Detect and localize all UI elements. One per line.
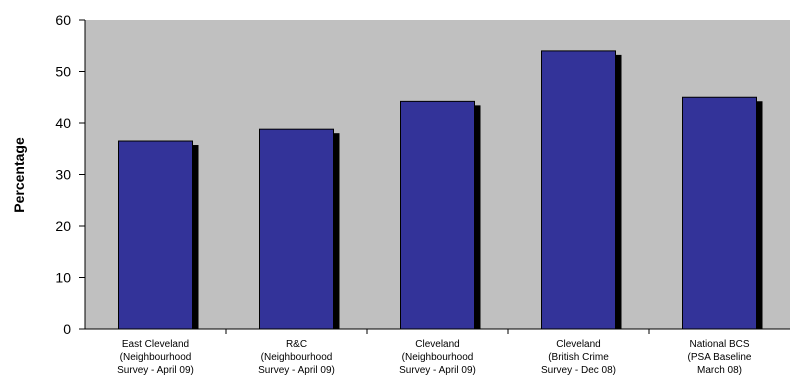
y-tick-label: 30 [55,167,71,183]
bar [682,96,757,330]
y-tick-label: 50 [55,64,71,80]
y-tick-label: 20 [55,218,71,234]
bar [118,140,193,330]
bar [541,50,616,330]
bars [118,50,757,330]
x-category-label: R&C (Neighbourhood Survey - April 09) [258,339,335,376]
y-tick-label: 40 [55,115,71,131]
bar [400,100,475,330]
x-category-label: Cleveland (British Crime Survey - Dec 08) [541,339,616,376]
x-category-label: Cleveland (Neighbourhood Survey - April 09… [399,339,476,376]
y-axis-label: Percentage [11,137,27,213]
x-category-label: National BCS (PSA Baseline March 08) [688,339,752,376]
x-category-label: East Cleveland (Neighbourhood Survey - Apr… [117,339,194,376]
bar [259,128,334,330]
x-axis-labels: East Cleveland (Neighbourhood Survey - Apr… [117,329,752,376]
y-tick-label: 10 [55,270,71,286]
y-tick-label: 60 [55,12,71,28]
y-tick-label: 0 [63,321,71,337]
y-axis-ticks: 0 10 20 30 40 50 60 [55,12,85,337]
